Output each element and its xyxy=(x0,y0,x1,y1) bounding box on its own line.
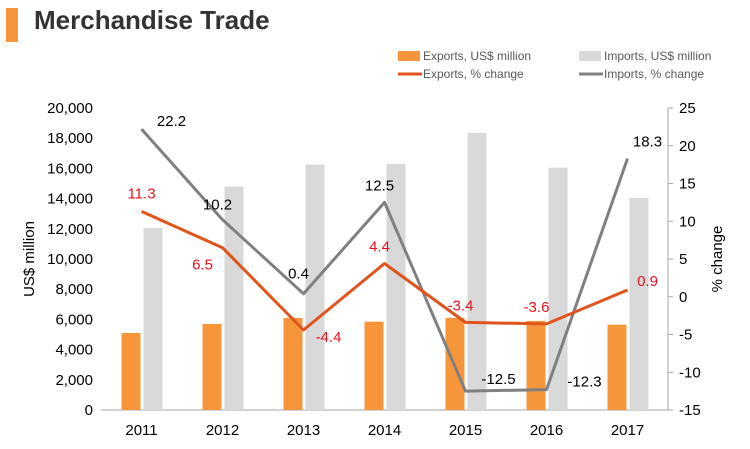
exports-bar xyxy=(364,321,384,410)
left-tick-label: 8,000 xyxy=(55,281,93,298)
right-tick-label: 10 xyxy=(679,213,696,230)
right-tick-label: 25 xyxy=(679,100,696,117)
imports-bar xyxy=(386,163,406,410)
exports-change-label: -3.6 xyxy=(524,299,550,316)
exports-change-label: 0.9 xyxy=(637,273,658,290)
right-tick-label: -5 xyxy=(679,327,692,344)
imports-change-label: 10.2 xyxy=(203,197,232,214)
right-tick-label: -10 xyxy=(679,364,701,381)
imports-bar xyxy=(629,197,649,410)
exports-change-line xyxy=(140,210,629,332)
exports-bar xyxy=(202,323,222,410)
x-tick-label: 2016 xyxy=(530,422,563,439)
imports-bar xyxy=(467,132,487,411)
left-tick-label: 6,000 xyxy=(55,311,93,328)
left-tick-label: 16,000 xyxy=(47,160,93,177)
x-tick-label: 2013 xyxy=(287,422,320,439)
left-tick-label: 2,000 xyxy=(55,372,93,389)
imports-change-line xyxy=(140,128,629,393)
left-tick-label: 20,000 xyxy=(47,100,93,117)
imports-bar xyxy=(305,164,325,410)
left-tick-label: 0 xyxy=(85,402,93,419)
imports-change-label: 0.4 xyxy=(288,266,309,283)
imports-change-label: 18.3 xyxy=(633,134,662,151)
right-tick-label: 15 xyxy=(679,176,696,193)
left-tick-label: 18,000 xyxy=(47,130,93,147)
legend-swatch-imports-bar xyxy=(579,51,601,61)
x-tick-label: 2012 xyxy=(206,422,239,439)
right-axis: -15 -10 -5 0 5 10 15 20 25 % change xyxy=(667,100,726,419)
imports-change-label: 12.5 xyxy=(365,177,394,194)
left-tick-label: 10,000 xyxy=(47,251,93,268)
exports-bar xyxy=(526,320,546,410)
right-tick-label: -15 xyxy=(679,402,701,419)
imports-bar xyxy=(143,228,163,410)
x-tick-label: 2014 xyxy=(368,422,401,439)
x-axis: 2011 2012 2013 2014 2015 2016 2017 xyxy=(101,409,668,439)
imports-change-label: -12.3 xyxy=(567,374,601,391)
legend-swatch-exports-bar xyxy=(398,51,420,61)
lines xyxy=(140,128,629,393)
exports-change-label: 4.4 xyxy=(369,239,390,256)
imports-change-label: 22.2 xyxy=(157,113,186,130)
exports-change-label: -4.4 xyxy=(316,329,342,346)
x-tick-label: 2015 xyxy=(449,422,482,439)
left-tick-label: 4,000 xyxy=(55,342,93,359)
right-tick-label: 5 xyxy=(679,251,687,268)
legend-label-imports-line: Imports, % change xyxy=(604,67,704,81)
data-labels: 22.2 10.2 0.4 12.5 -12.5 -12.3 18.3 11.3 6.5 -4.4… xyxy=(127,113,662,390)
x-tick-label: 2017 xyxy=(611,422,644,439)
left-tick-label: 14,000 xyxy=(47,191,93,208)
exports-change-label: -3.4 xyxy=(448,297,474,314)
imports-bar xyxy=(548,167,568,410)
imports-bar xyxy=(224,186,244,410)
bars xyxy=(121,132,649,411)
legend-label-exports-bar: Exports, US$ million xyxy=(423,49,531,63)
right-tick-label: 20 xyxy=(679,138,696,155)
x-tick-label: 2011 xyxy=(125,422,157,439)
exports-change-label: 6.5 xyxy=(192,257,213,274)
left-axis-title: US$ million xyxy=(21,221,38,297)
right-axis-title: % change xyxy=(709,226,726,293)
legend-label-imports-bar: Imports, US$ million xyxy=(604,49,711,63)
legend-label-exports-line: Exports, % change xyxy=(423,67,524,81)
left-tick-label: 12,000 xyxy=(47,221,93,238)
left-axis: 0 2,000 4,000 6,000 8,000 10,000 12,000 14,000 1… xyxy=(21,100,93,419)
legend: Exports, US$ million Imports, US$ million… xyxy=(398,49,711,81)
title-accent-bar xyxy=(6,8,18,42)
exports-bar xyxy=(607,324,627,410)
exports-bar xyxy=(121,332,141,410)
exports-bar xyxy=(283,317,303,410)
right-tick-label: 0 xyxy=(679,289,687,306)
imports-change-label: -12.5 xyxy=(481,371,515,388)
chart-title: Merchandise Trade xyxy=(34,5,270,35)
exports-change-label: 11.3 xyxy=(127,185,155,202)
